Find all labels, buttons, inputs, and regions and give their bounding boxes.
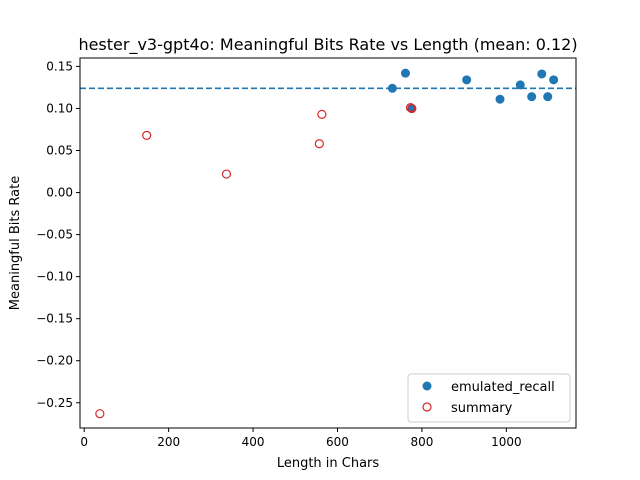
data-point-emulated-recall	[462, 75, 472, 85]
y-tick-label: −0.10	[36, 270, 73, 284]
data-point-summary	[221, 169, 232, 179]
data-point-summary	[407, 103, 417, 114]
plot-frame	[79, 57, 577, 429]
x-tick-label: 800	[410, 435, 433, 449]
data-point-emulated-recall	[527, 92, 537, 102]
y-tick-label: 0.05	[46, 144, 73, 158]
data-point-emulated-recall	[537, 69, 547, 79]
x-tick-label: 400	[242, 435, 265, 449]
data-point-summary	[314, 139, 324, 149]
data-point-summary	[95, 409, 105, 419]
data-point-summary	[405, 103, 416, 113]
chart-title: hester_v3-gpt4o: Meaningful Bits Rate vs…	[78, 35, 577, 55]
data-point-summary	[317, 109, 327, 119]
y-tick-label: 0.00	[46, 186, 73, 200]
legend-label-emulated-recall: emulated_recall	[451, 380, 555, 395]
data-point-summary	[142, 130, 152, 140]
x-tick-label: 200	[157, 435, 180, 449]
x-tick-label: 1000	[491, 435, 522, 449]
data-point-emulated-recall	[543, 92, 553, 102]
y-tick-label: 0.15	[46, 59, 73, 73]
data-point-emulated-recall	[515, 80, 525, 90]
y-tick-label: −0.05	[36, 228, 73, 242]
x-tick-label: 0	[80, 435, 88, 449]
x-tick-label: 600	[326, 435, 349, 449]
data-point-emulated-recall	[495, 94, 505, 104]
y-axis-label: Meaningful Bits Rate	[8, 176, 23, 310]
legend-marker-summary	[422, 402, 432, 412]
data-point-emulated-recall	[400, 68, 410, 78]
legend-marker-emulated-recall	[422, 381, 432, 391]
data-point-emulated-recall	[387, 83, 397, 93]
y-tick-label: 0.10	[46, 101, 73, 115]
y-tick-label: −0.15	[36, 312, 73, 326]
legend-frame	[407, 373, 571, 423]
data-point-emulated-recall	[549, 75, 559, 85]
y-tick-label: −0.20	[36, 354, 73, 368]
x-axis-label: Length in Chars	[277, 456, 380, 471]
y-tick-label: −0.25	[36, 396, 73, 410]
legend-label-summary: summary	[451, 401, 513, 416]
